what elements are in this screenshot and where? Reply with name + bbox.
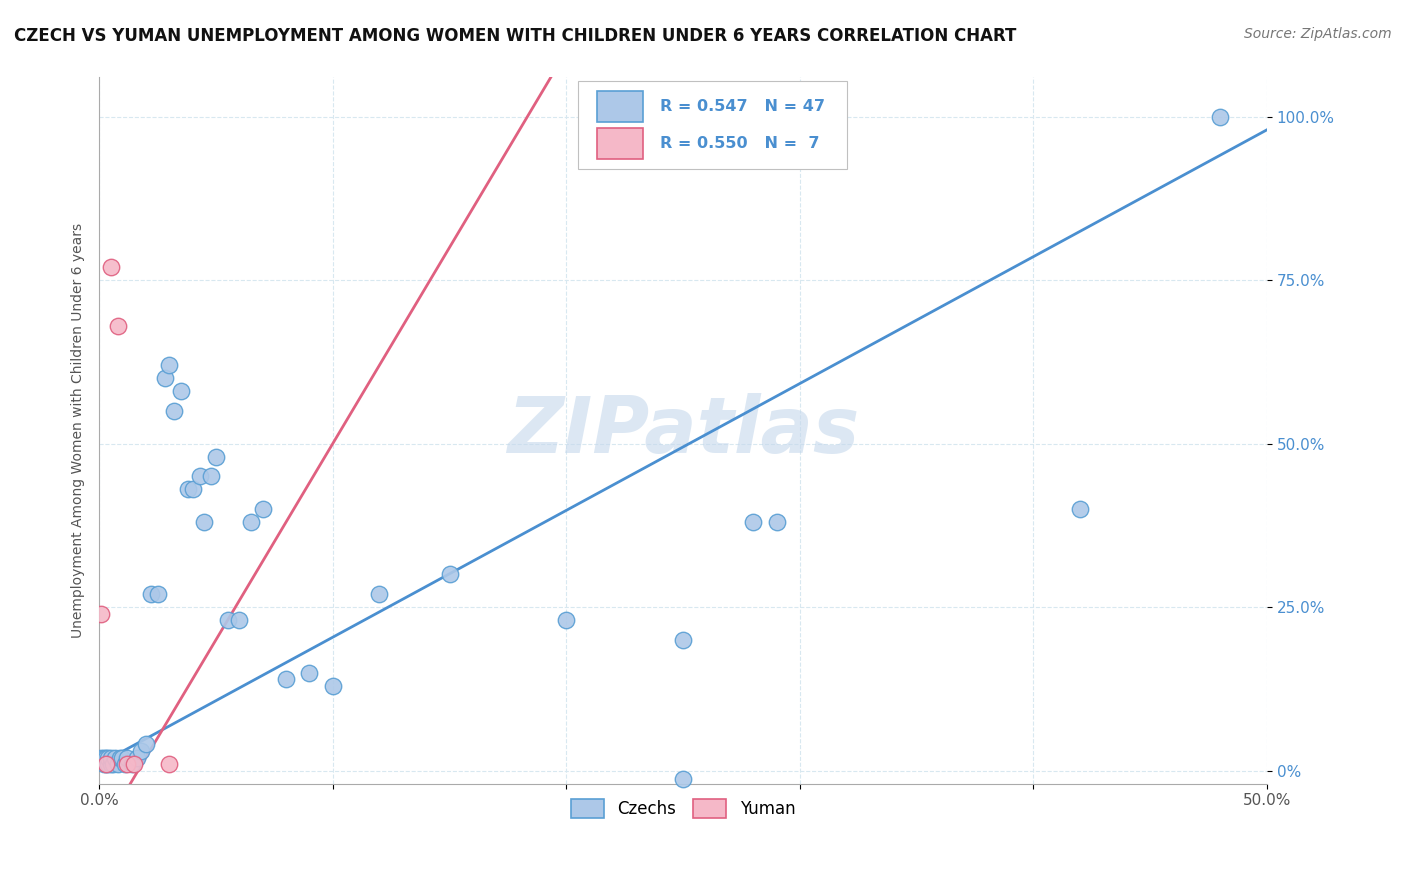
Point: [90, 750, 112, 764]
Point: [298, 665, 321, 680]
Point: [121, 757, 143, 772]
Point: [188, 469, 211, 483]
Point: [94, 757, 117, 772]
Point: [100, 260, 122, 274]
Point: [94, 757, 117, 772]
Text: R = 0.547   N = 47: R = 0.547 N = 47: [659, 99, 825, 114]
Point: [177, 483, 200, 497]
Point: [93, 757, 115, 772]
Point: [146, 587, 169, 601]
Point: [97, 757, 120, 772]
Point: [439, 567, 461, 582]
Point: [129, 744, 152, 758]
Point: [114, 757, 136, 772]
Point: [157, 757, 180, 772]
Y-axis label: Unemployment Among Women with Children Under 6 years: Unemployment Among Women with Children U…: [72, 223, 86, 638]
Point: [742, 515, 765, 529]
Point: [115, 750, 138, 764]
Point: [101, 757, 124, 772]
Point: [111, 750, 134, 764]
Point: [200, 469, 222, 483]
Text: R = 0.550   N =  7: R = 0.550 N = 7: [659, 136, 820, 152]
FancyBboxPatch shape: [596, 128, 644, 160]
Point: [93, 750, 115, 764]
Point: [170, 384, 193, 399]
Text: CZECH VS YUMAN UNEMPLOYMENT AMONG WOMEN WITH CHILDREN UNDER 6 YEARS CORRELATION : CZECH VS YUMAN UNEMPLOYMENT AMONG WOMEN …: [14, 27, 1017, 45]
Point: [100, 750, 122, 764]
Point: [122, 757, 145, 772]
FancyBboxPatch shape: [596, 91, 644, 122]
Point: [139, 587, 162, 601]
Point: [274, 672, 297, 686]
Point: [228, 613, 250, 627]
Point: [94, 750, 117, 764]
Point: [1069, 502, 1091, 516]
Point: [672, 772, 695, 786]
FancyBboxPatch shape: [578, 81, 846, 169]
Point: [115, 757, 138, 772]
Point: [672, 632, 695, 647]
Text: ZIPatlas: ZIPatlas: [508, 392, 859, 468]
Point: [125, 750, 148, 764]
Point: [97, 750, 120, 764]
Point: [217, 613, 239, 627]
Point: [153, 371, 176, 385]
Point: [107, 318, 129, 333]
Legend: Czechs, Yuman: Czechs, Yuman: [564, 792, 801, 825]
Point: [104, 750, 127, 764]
Point: [100, 757, 122, 772]
Point: [163, 404, 186, 418]
Point: [205, 450, 228, 464]
Point: [181, 483, 204, 497]
Point: [555, 613, 578, 627]
Point: [107, 757, 129, 772]
Point: [322, 679, 344, 693]
Point: [239, 515, 262, 529]
Point: [135, 738, 157, 752]
Text: Source: ZipAtlas.com: Source: ZipAtlas.com: [1244, 27, 1392, 41]
Point: [193, 515, 215, 529]
Point: [90, 607, 112, 621]
Point: [765, 515, 787, 529]
Point: [368, 587, 391, 601]
Point: [1209, 110, 1232, 124]
Point: [252, 502, 274, 516]
Point: [157, 358, 180, 372]
Point: [108, 750, 131, 764]
